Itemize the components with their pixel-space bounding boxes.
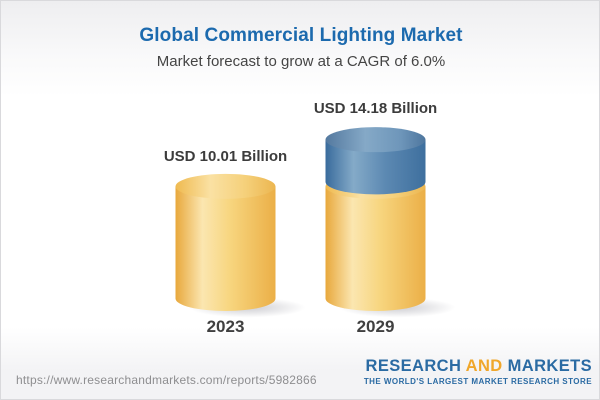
- logo-word-research: RESEARCH: [365, 357, 462, 375]
- category-label-2023: 2023: [206, 317, 245, 336]
- logo-tagline: THE WORLD'S LARGEST MARKET RESEARCH STOR…: [363, 377, 592, 387]
- chart-subtitle: Market forecast to grow at a CAGR of 6.0…: [156, 53, 446, 70]
- value-label-2029: USD 14.18 Billion: [313, 100, 438, 117]
- logo-wordmark: RESEARCH AND MARKETS: [364, 357, 592, 375]
- logo-word-and: AND: [465, 357, 503, 375]
- cylinder-top: [325, 127, 426, 153]
- cylinder-body: [325, 186, 426, 299]
- cylinder-top: [175, 173, 276, 199]
- category-label-2029: 2029: [356, 317, 395, 336]
- logo-word-markets: MARKETS: [507, 357, 592, 375]
- value-label-2023: USD 10.01 Billion: [163, 148, 288, 165]
- bars-layer: [175, 127, 456, 318]
- researchandmarkets-logo: RESEARCH AND MARKETS THE WORLD'S LARGEST…: [364, 357, 592, 386]
- cylinder-bar-2023: [175, 173, 306, 318]
- cylinder-bar-2029: [325, 127, 456, 318]
- chart-title: Global Commercial Lighting Market: [139, 25, 463, 46]
- source-url: https://www.researchandmarkets.com/repor…: [16, 373, 317, 387]
- cylinder-body: [175, 186, 276, 299]
